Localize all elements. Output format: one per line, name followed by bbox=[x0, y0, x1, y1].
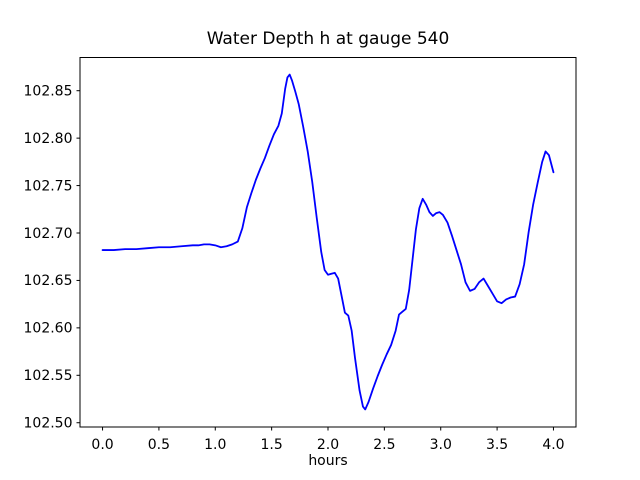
y-tick-label: 102.80 bbox=[24, 131, 73, 147]
y-tick-label: 102.75 bbox=[24, 178, 73, 194]
x-axis-label: hours bbox=[308, 453, 348, 469]
y-tick-label: 102.85 bbox=[24, 84, 73, 100]
y-tick-label: 102.50 bbox=[24, 416, 73, 432]
y-tick-label: 102.55 bbox=[24, 368, 73, 384]
x-tick-label: 4.0 bbox=[542, 437, 564, 453]
y-tick-label: 102.60 bbox=[24, 321, 73, 337]
x-tick-label: 1.0 bbox=[204, 437, 226, 453]
chart-title: Water Depth h at gauge 540 bbox=[206, 29, 450, 49]
x-tick-label: 0.5 bbox=[148, 437, 170, 453]
axes-frame bbox=[79, 57, 577, 428]
x-tick-label: 2.0 bbox=[317, 437, 339, 453]
x-tick-label: 2.5 bbox=[373, 437, 395, 453]
x-tick-label: 3.0 bbox=[430, 437, 452, 453]
x-tick-label: 0.0 bbox=[91, 437, 113, 453]
y-tick-label: 102.65 bbox=[24, 273, 73, 289]
x-tick-label: 1.5 bbox=[261, 437, 283, 453]
y-tick-label: 102.70 bbox=[24, 226, 73, 242]
x-tick-label: 3.5 bbox=[486, 437, 508, 453]
data-line bbox=[101, 73, 555, 411]
